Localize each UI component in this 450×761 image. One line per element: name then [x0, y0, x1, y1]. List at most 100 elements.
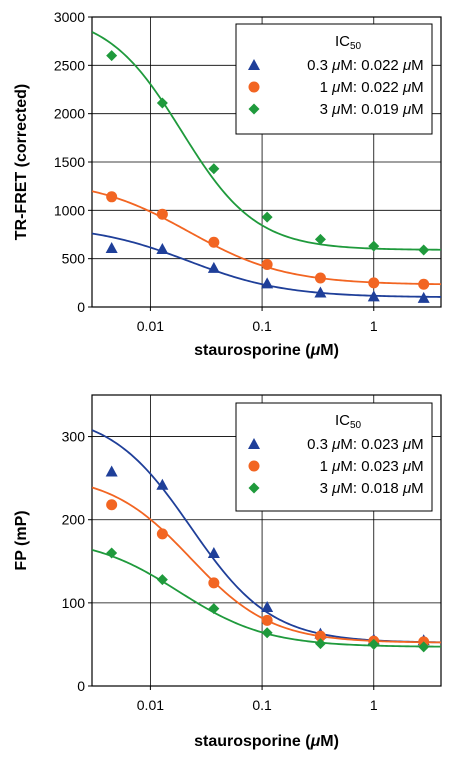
y-tick-label: 1000 [54, 202, 85, 218]
data-point [261, 627, 273, 639]
legend-label-units: μM: 0.022 μM [328, 57, 424, 74]
legend-unit: M [411, 57, 424, 74]
x-axis-title-mu: μ [310, 733, 321, 750]
data-point [261, 258, 273, 270]
x-tick-label: 0.01 [137, 697, 164, 713]
x-axis-title-prefix: staurosporine ( [194, 342, 311, 359]
legend-label-concentration: 3 [320, 480, 328, 497]
y-tick-label: 300 [62, 429, 86, 445]
data-point [208, 577, 220, 589]
x-tick-label: 1 [370, 697, 378, 713]
x-axis-title-prefix: staurosporine ( [194, 733, 311, 750]
legend-marker [248, 460, 260, 472]
legend-marker [248, 81, 260, 93]
x-tick-label: 1 [370, 318, 378, 334]
data-point [314, 272, 326, 284]
legend-unit: M [411, 458, 424, 475]
legend-mu: μ [402, 79, 411, 96]
legend-label-concentration: 3 [320, 101, 328, 118]
legend-title-main: IC [335, 412, 350, 429]
data-point [105, 465, 118, 477]
y-tick-label: 3000 [54, 9, 85, 25]
data-point [418, 278, 430, 290]
legend-label-units: μM: 0.022 μM [328, 79, 424, 96]
data-point [261, 614, 273, 626]
fit-curve-3 [92, 31, 441, 251]
plot-frame [91, 394, 442, 687]
legend-box [235, 402, 433, 512]
y-tick-label: 100 [62, 595, 86, 611]
data-point [314, 233, 326, 245]
legend-unit: M: [340, 101, 361, 118]
data-point [368, 277, 380, 289]
legend-label-units: μM: 0.023 μM [328, 436, 424, 453]
legend-unit: M: [340, 458, 361, 475]
data-point [106, 547, 118, 559]
data-point [314, 638, 326, 650]
data-point [314, 630, 326, 642]
data-point [208, 603, 220, 615]
legend-ic50-value: 0.022 [361, 57, 399, 74]
x-axis-title-suffix: M) [320, 733, 339, 750]
data-point [208, 236, 220, 248]
legend-label-concentration: 0.3 [307, 436, 328, 453]
y-tick-label: 500 [62, 251, 86, 267]
data-point [367, 290, 380, 302]
legend-mu: μ [331, 57, 340, 74]
legend-label-units: μM: 0.023 μM [328, 458, 424, 475]
data-point [368, 638, 380, 650]
x-axis-title: staurosporine (μM) [194, 733, 339, 750]
legend-box [235, 23, 433, 135]
legend-label-concentration: 1 [320, 458, 328, 475]
y-axis-title: TR-FRET (corrected) [13, 84, 30, 240]
legend-mu: μ [331, 480, 340, 497]
series-3 [92, 547, 441, 653]
legend-label-units: μM: 0.019 μM [328, 101, 424, 118]
legend-mu: μ [331, 101, 340, 118]
data-point [261, 601, 274, 613]
y-tick-label: 2500 [54, 57, 85, 73]
legend-mu: μ [402, 101, 411, 118]
y-tick-label: 2000 [54, 106, 85, 122]
series-1 [92, 232, 441, 303]
legend-unit: M: [340, 79, 361, 96]
legend-unit: M: [340, 436, 361, 453]
series-2 [92, 190, 441, 290]
legend-ic50-value: 0.022 [361, 79, 399, 96]
legend-mu: μ [402, 436, 411, 453]
legend-unit: M [411, 480, 424, 497]
legend-marker [248, 438, 260, 449]
data-point [156, 243, 169, 254]
legend-ic50-value: 0.023 [361, 458, 399, 475]
legend-mu: μ [331, 79, 340, 96]
data-point [417, 291, 430, 303]
x-tick-label: 0.1 [252, 318, 272, 334]
y-tick-label: 1500 [54, 154, 85, 170]
data-point [261, 211, 273, 223]
y-tick-label: 0 [77, 299, 85, 315]
data-point [156, 528, 168, 540]
legend-unit: M: [340, 480, 361, 497]
x-axis-title: staurosporine (μM) [194, 342, 339, 359]
legend-mu: μ [331, 436, 340, 453]
legend-ic50-value: 0.023 [361, 436, 399, 453]
legend-label-units: μM: 0.018 μM [328, 480, 424, 497]
data-point [207, 546, 220, 558]
legend-title: IC50 [335, 412, 362, 431]
x-axis-title-suffix: M) [320, 342, 339, 359]
y-tick-label: 0 [77, 678, 85, 694]
legend-title-subscript: 50 [350, 41, 362, 52]
legend-unit: M: [340, 57, 361, 74]
data-point [156, 574, 168, 586]
series-3 [92, 31, 441, 256]
legend-title-main: IC [335, 33, 350, 50]
legend-title: IC50 [335, 33, 362, 52]
data-point [156, 97, 168, 109]
legend-title-subscript: 50 [350, 420, 362, 431]
data-point [105, 242, 118, 254]
legend-mu: μ [402, 458, 411, 475]
data-point [314, 286, 327, 298]
